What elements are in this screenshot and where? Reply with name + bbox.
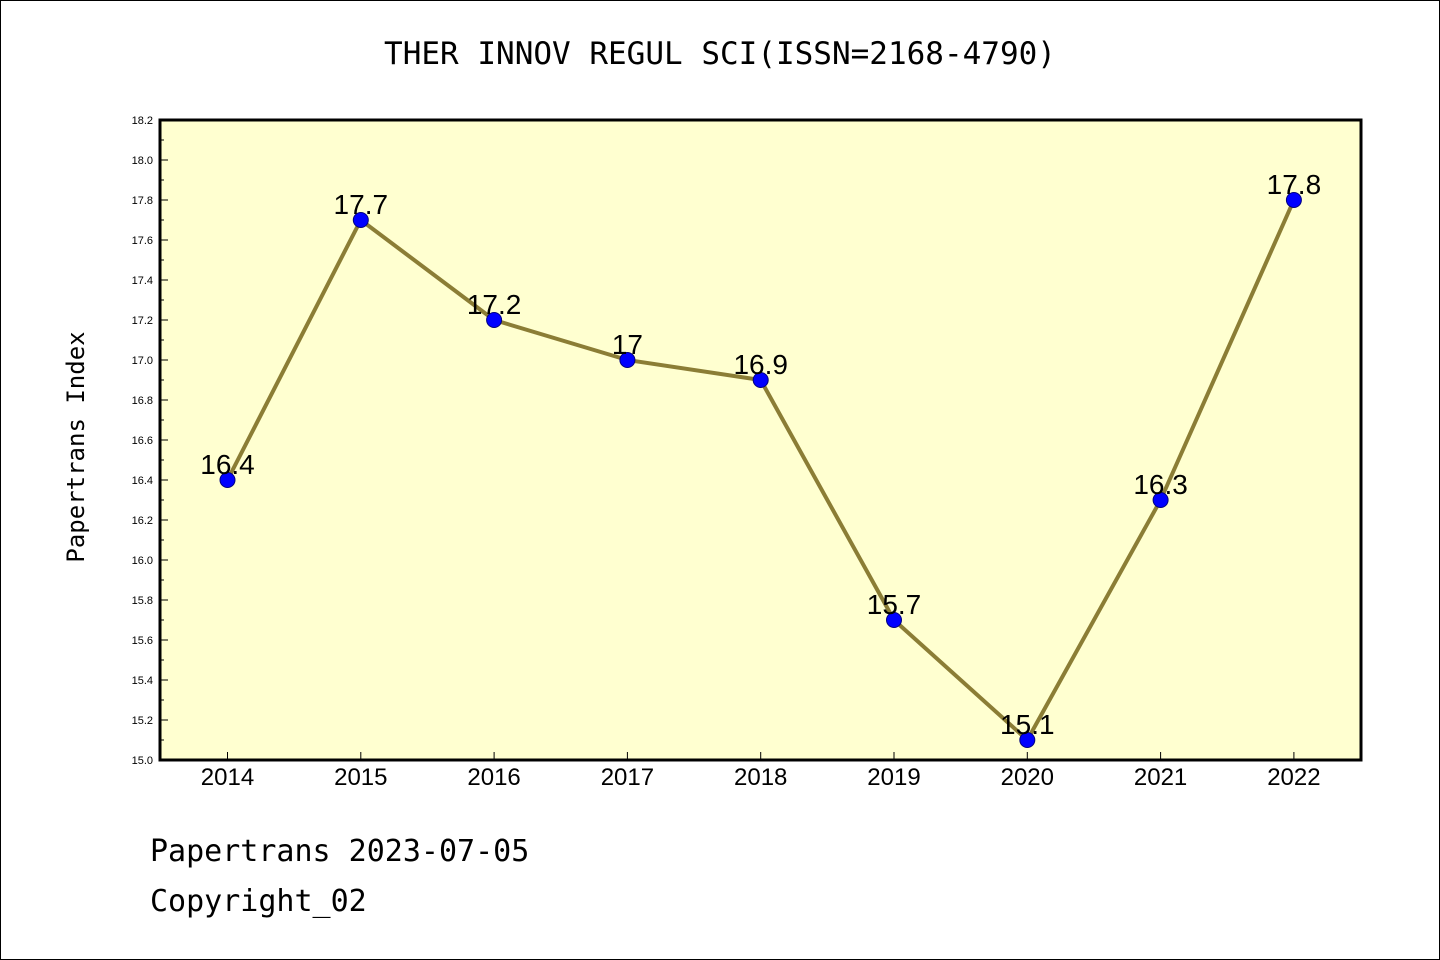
data-label: 17.2 (467, 289, 522, 320)
x-tick-label: 2016 (467, 764, 520, 791)
data-point (1152, 492, 1169, 508)
data-label: 17.7 (334, 189, 389, 220)
y-tick-label: 17.8 (132, 195, 153, 207)
data-label: 15.7 (867, 589, 922, 620)
chart-title: THER INNOV REGUL SCI(ISSN=2168-4790) (384, 36, 1056, 72)
data-labels: 16.4 17.7 17.2 17 16.9 15.7 15.1 16.3 17.8 (200, 169, 1321, 740)
data-point (219, 472, 236, 488)
y-tick-label: 17.0 (132, 355, 153, 367)
data-label: 16.9 (733, 349, 788, 380)
footer-copyright: Copyright_02 (150, 884, 367, 919)
data-point (486, 312, 503, 328)
y-tick-label: 16.4 (132, 475, 153, 487)
y-tick-label: 16.2 (132, 515, 153, 527)
y-tick-label: 16.0 (132, 555, 153, 567)
data-label: 15.1 (1000, 709, 1055, 740)
data-point (352, 212, 369, 228)
y-tick-label: 16.6 (132, 435, 153, 447)
x-tick-label: 2019 (867, 764, 920, 791)
data-point (886, 612, 902, 628)
y-tick-label: 15.0 (132, 755, 153, 767)
y-tick-label: 15.4 (132, 675, 153, 687)
y-axis: 15.0 15.2 15.4 15.6 15.8 16.0 16.2 16.4 16.6 16.8… (132, 115, 168, 767)
x-tick-label: 2021 (1134, 764, 1187, 791)
y-tick-label: 16.8 (132, 395, 153, 407)
data-point (1019, 732, 1036, 748)
data-point (752, 372, 769, 388)
data-point (1285, 192, 1302, 208)
y-tick-label: 15.2 (132, 715, 153, 727)
y-tick-label: 17.2 (132, 315, 153, 327)
plot-area (158, 118, 1363, 762)
data-label: 16.3 (1133, 469, 1188, 500)
x-tick-label: 2018 (734, 764, 787, 791)
y-tick-label: 18.0 (132, 155, 153, 167)
x-tick-label: 2014 (201, 764, 254, 791)
data-markers (219, 192, 1302, 748)
y-tick-label: 17.4 (132, 275, 153, 287)
y-tick-label: 18.2 (132, 115, 153, 127)
data-label: 17 (612, 329, 643, 360)
x-tick-label: 2022 (1267, 764, 1320, 791)
footer-date: Papertrans 2023-07-05 (150, 834, 530, 869)
x-axis: 2014 2015 2016 2017 2018 2019 2020 2021 2022 (201, 752, 1321, 791)
y-tick-label: 15.8 (132, 595, 153, 607)
x-tick-label: 2020 (1001, 764, 1054, 791)
x-tick-label: 2015 (334, 764, 387, 791)
y-tick-label: 17.6 (132, 235, 153, 247)
data-label: 17.8 (1267, 169, 1322, 200)
x-tick-label: 2017 (601, 764, 654, 791)
data-label: 16.4 (200, 449, 255, 480)
data-point (619, 352, 636, 368)
y-tick-label: 15.6 (132, 635, 153, 647)
